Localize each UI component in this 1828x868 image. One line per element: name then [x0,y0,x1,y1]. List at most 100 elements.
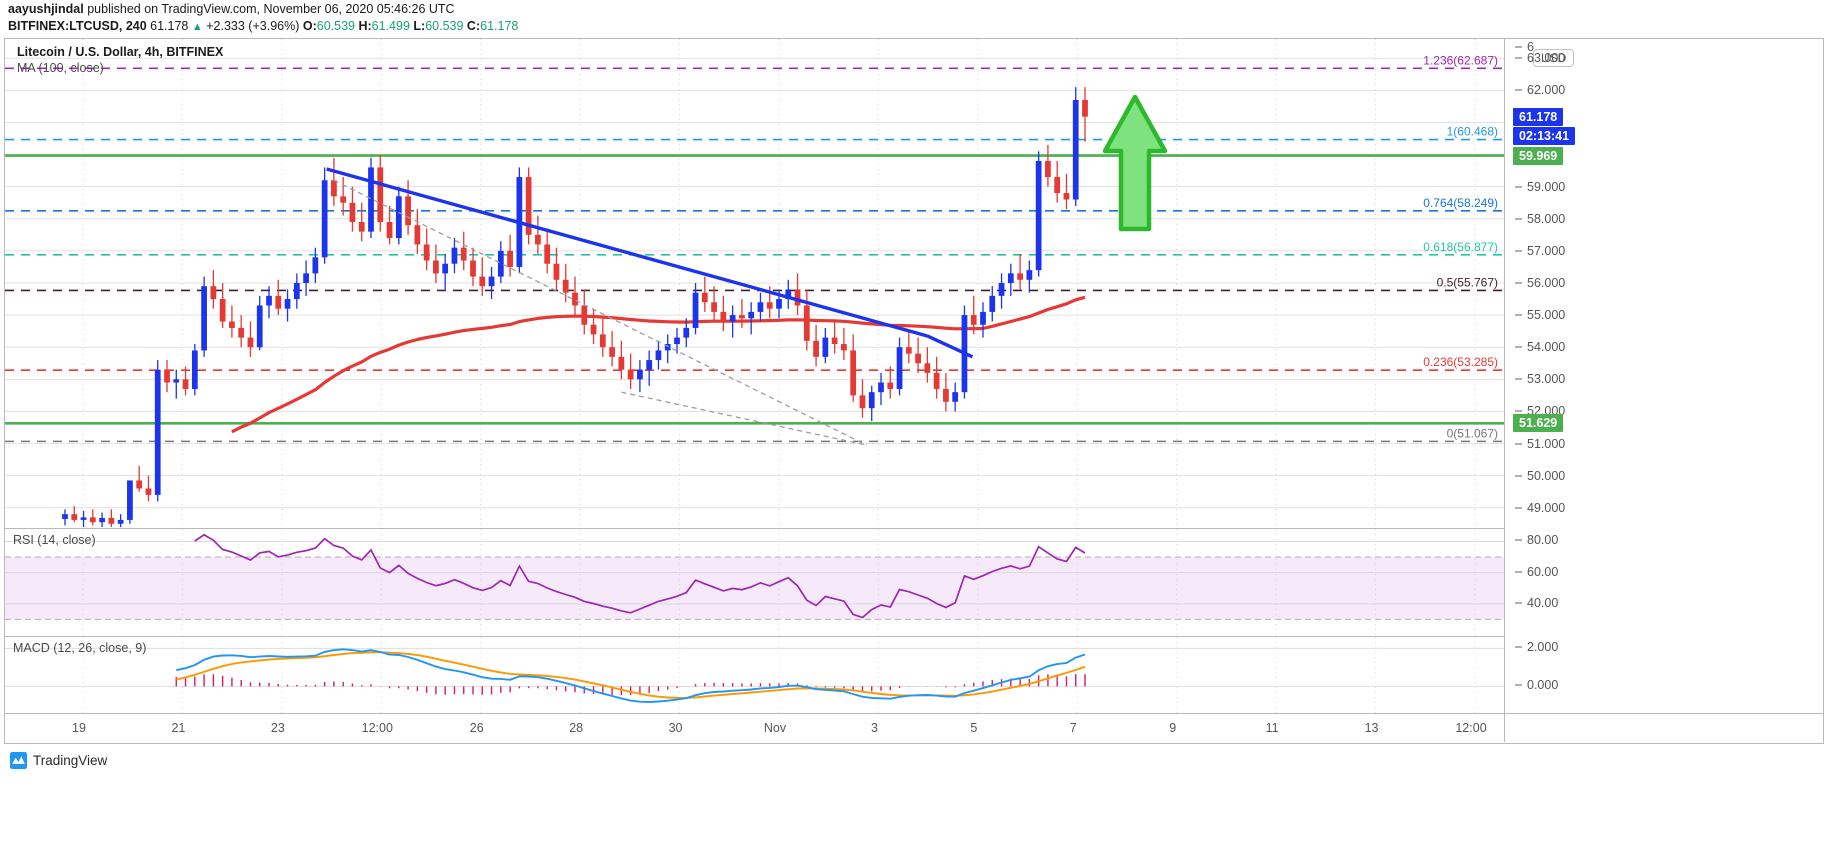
price-axis-label: 59.000 [1527,179,1566,194]
candle [238,327,245,338]
candle [201,286,207,351]
macd-legend: MACD (12, 26, close, 9) [13,641,147,655]
candle [905,347,912,354]
price-candles-svg: 1.236(62.687) 1(60.468) 0.764(58.249) 0.618… [5,39,1504,527]
candle [414,225,421,245]
time-axis-label: 23 [270,721,285,735]
candle [683,327,690,338]
axis-tick-mark [1515,186,1522,188]
axis-tick-mark [1515,571,1522,573]
tradingview-logo-icon [10,752,27,769]
candle [701,292,708,303]
candle [924,363,931,373]
macd-pane[interactable]: MACD (12, 26, close, 9) [5,636,1504,713]
candle [210,286,217,300]
candle [776,299,782,309]
close-value: 61.178 [480,19,519,33]
change-arrow-icon: ▲ [191,21,203,33]
chart-plot-area[interactable]: Litecoin / U.S. Dollar, 4h, BITFINEX MA … [5,39,1504,713]
wedge-line-lower[interactable] [621,391,867,446]
candle [1045,161,1051,178]
time-axis-label: 5 [970,721,978,735]
candle [303,273,309,283]
candle [664,344,671,351]
fib-level-label: 1(60.468) [1447,125,1498,139]
candle [358,222,365,232]
last-price: 61.178 [150,19,189,33]
price-axis-label: 62.000 [1527,83,1566,98]
up-arrow-icon[interactable] [1102,94,1168,232]
candle [117,519,124,524]
fib-level-label: 0.236(53.285) [1423,355,1498,369]
candle [275,295,282,309]
price-axis-label: 54.000 [1527,340,1566,355]
footer-brand[interactable]: TradingView [10,752,107,769]
rsi-svg [5,529,1504,635]
current-price-badge[interactable]: 02:13:41 [1513,126,1576,145]
candle [646,360,653,370]
candle [488,276,495,287]
time-axis-label: 12:00 [1455,721,1487,735]
candle [386,222,393,239]
fib-level-label: 0.5(55.767) [1437,275,1498,289]
change-value: +2.333 (+3.96%) [206,19,300,33]
candle [368,167,374,232]
candle [1063,193,1070,200]
rsi-line [194,533,1086,619]
candle [989,295,996,312]
candle [451,247,458,264]
high-label: H: [358,19,372,33]
price-axis-label: 57.000 [1527,243,1566,258]
candle [99,518,105,523]
candle [312,257,319,274]
rsi-pane[interactable]: RSI (14, close) [5,528,1504,635]
time-axis-label: 21 [171,721,186,735]
candle [803,305,810,341]
trendline-descending-extension[interactable] [926,334,974,359]
candle [191,350,198,389]
trendline-descending[interactable] [326,167,928,338]
candle [970,315,977,325]
candle [627,369,634,380]
wedge-line-upper[interactable] [333,179,867,446]
candle [878,382,884,393]
publish-info: aayushjindal published on TradingView.co… [8,2,455,16]
level-price-badge[interactable]: 51.629 [1513,414,1564,433]
price-axis-label: 63.000 [1527,51,1566,66]
candle [1026,270,1033,280]
candle [943,388,949,402]
candle [850,350,857,396]
candle [266,295,272,306]
current-price-badge[interactable]: 61.178 [1513,107,1564,126]
price-axis-label: 6 [1527,40,1534,54]
candle [293,283,300,300]
candle [507,250,513,267]
time-axis-label: 19 [72,721,86,735]
open-label: O: [302,19,317,33]
price-axis-label: 80.00 [1527,533,1559,548]
candle [470,260,476,277]
ma100-line [231,295,1086,434]
axis-tick-mark [1515,46,1522,48]
time-axis[interactable]: 19 21 23 12:00 26 28 30 Nov 3 5 7 9 11 13 12:00 [4,714,1824,744]
chart-frame[interactable]: Litecoin / U.S. Dollar, 4h, BITFINEX MA … [4,38,1824,714]
candle [794,289,801,306]
time-axis-label: 9 [1169,721,1177,735]
time-axis-separator [1504,714,1505,742]
low-label: L: [413,19,426,33]
candle [553,263,560,280]
candle [164,369,170,383]
price-pane[interactable]: 1.236(62.687) 1(60.468) 0.764(58.249) 0.618… [5,39,1504,527]
price-axis-label: 56.000 [1527,276,1566,290]
level-price-badge[interactable]: 59.969 [1513,146,1564,165]
fib-level-label: 0(51.067) [1447,426,1498,440]
candle [460,247,467,261]
candle [998,283,1005,296]
price-axis[interactable]: USD 6 63.000 62.000 59.000 58.000 57.000 56.00… [1504,39,1823,713]
candle [395,196,402,239]
candle [433,260,439,274]
price-axis-label: 0.000 [1527,678,1559,693]
currency-chip[interactable]: USD [1533,49,1575,67]
candle [757,302,764,312]
